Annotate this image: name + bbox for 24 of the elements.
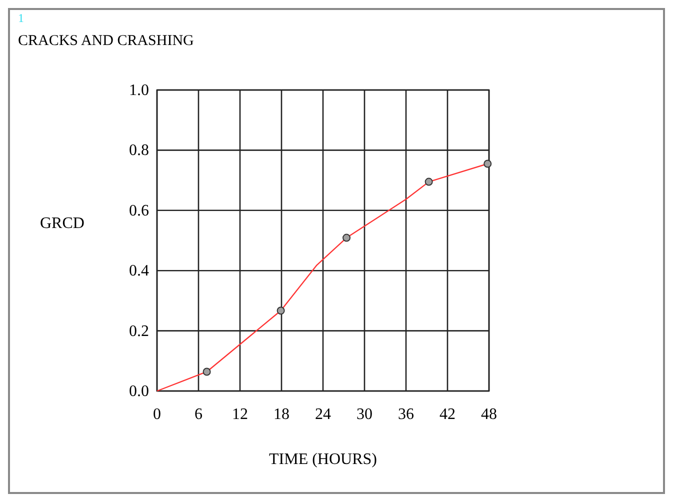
x-tick-label: 48 xyxy=(481,406,497,423)
y-tick-label: 1.0 xyxy=(129,82,149,99)
point xyxy=(424,178,433,186)
y-tick-label: 0.2 xyxy=(129,322,149,340)
chart-title: CRACKS AND CRASHING xyxy=(18,33,194,49)
point xyxy=(202,368,211,376)
point xyxy=(484,160,492,168)
y-tick-label: 0.0 xyxy=(129,383,149,400)
x-tick-label: 30 xyxy=(356,406,372,423)
y-tick-label: 0.8 xyxy=(129,142,149,160)
x-tick-label: 12 xyxy=(232,406,248,423)
x-axis-title: TIME (HOURS) xyxy=(269,451,377,468)
x-tick-label: 6 xyxy=(194,406,202,423)
point xyxy=(342,234,351,242)
y-axis-title: GRCD xyxy=(40,215,84,232)
x-tick-label: 24 xyxy=(315,406,331,423)
text: 1 xyxy=(18,11,24,25)
y-tick-label: 0.4 xyxy=(129,262,149,280)
x-tick-label: 18 xyxy=(274,406,290,423)
x-tick-label: 0 xyxy=(153,406,161,423)
y-tick-label: 0.6 xyxy=(129,202,149,220)
x-tick-label: 42 xyxy=(440,406,456,423)
x-tick-label: 36 xyxy=(398,406,414,423)
point xyxy=(276,306,285,315)
